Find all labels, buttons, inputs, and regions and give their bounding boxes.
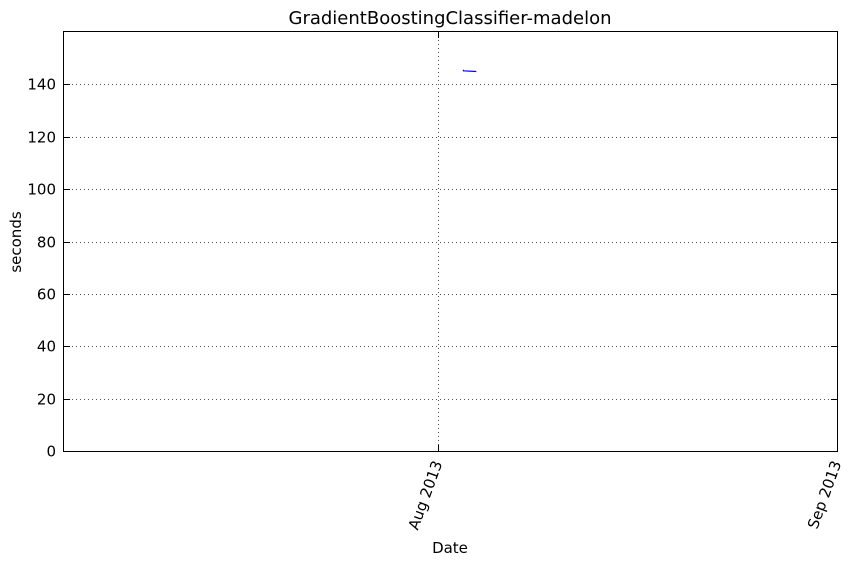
y-tick-label: 140 [27,76,56,94]
x-tick-label: Aug 2013 [405,458,447,532]
plot-area [462,69,477,73]
plot-frame [63,31,838,452]
y-axis-label: seconds [7,211,25,272]
y-tick-label: 0 [46,443,56,461]
chart-title: GradientBoostingClassifier-madelon [289,8,612,29]
x-tick-label: Sep 2013 [804,458,845,531]
y-tick-label: 100 [27,181,56,199]
y-tick-label: 120 [27,129,56,147]
y-tick-label: 60 [37,286,56,304]
grid [64,32,838,451]
y-tick-label: 20 [37,391,56,409]
y-tick-label: 40 [37,338,56,356]
x-axis-label: Date [432,539,468,557]
series-line [462,69,477,73]
axis-ticks: 0 20 40 60 80 100 120 140 Aug 2013 Sep 2013 [27,32,845,532]
y-tick-label: 80 [37,234,56,252]
